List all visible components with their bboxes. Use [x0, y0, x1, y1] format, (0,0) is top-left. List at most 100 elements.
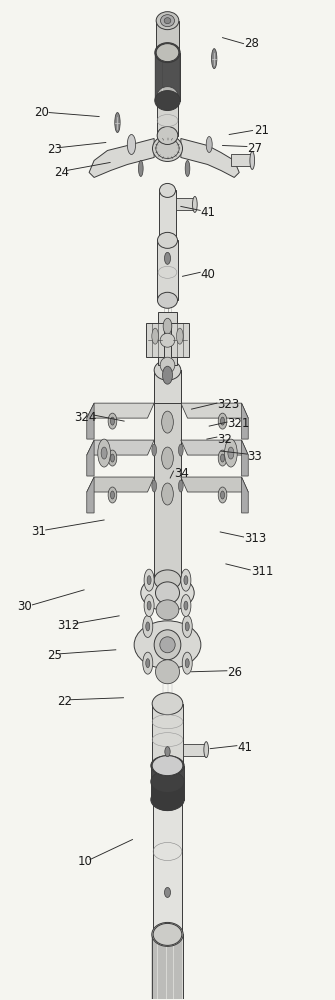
Bar — [154, 370, 181, 580]
Ellipse shape — [144, 595, 154, 617]
Text: 33: 33 — [248, 450, 262, 463]
Text: 34: 34 — [174, 467, 189, 480]
Text: 313: 313 — [244, 532, 266, 545]
Ellipse shape — [160, 15, 175, 27]
Ellipse shape — [156, 44, 179, 62]
Ellipse shape — [146, 622, 150, 631]
Ellipse shape — [108, 413, 117, 429]
Ellipse shape — [152, 444, 156, 456]
Text: 312: 312 — [57, 619, 80, 632]
Bar — [153, 800, 182, 934]
Ellipse shape — [162, 411, 173, 433]
Ellipse shape — [156, 139, 179, 158]
Ellipse shape — [164, 252, 171, 264]
Text: 25: 25 — [47, 649, 62, 662]
Bar — [152, 704, 183, 766]
Ellipse shape — [127, 135, 136, 154]
Ellipse shape — [157, 87, 178, 105]
Ellipse shape — [220, 454, 224, 462]
Ellipse shape — [163, 318, 172, 334]
Ellipse shape — [152, 693, 183, 715]
Ellipse shape — [108, 487, 117, 503]
Ellipse shape — [220, 417, 224, 425]
Ellipse shape — [152, 136, 183, 161]
Ellipse shape — [156, 12, 179, 30]
Bar — [158, 339, 177, 365]
Bar — [151, 782, 184, 800]
Ellipse shape — [204, 742, 208, 758]
Polygon shape — [87, 477, 94, 513]
Ellipse shape — [155, 582, 180, 604]
Ellipse shape — [185, 622, 189, 631]
Bar — [157, 96, 178, 136]
Bar — [152, 934, 183, 999]
Ellipse shape — [157, 292, 178, 308]
Ellipse shape — [184, 601, 188, 610]
Ellipse shape — [206, 137, 212, 152]
Polygon shape — [181, 403, 248, 418]
Bar — [155, 53, 180, 101]
Ellipse shape — [224, 439, 237, 467]
Ellipse shape — [164, 887, 171, 897]
Bar — [151, 766, 184, 782]
Text: 10: 10 — [77, 855, 92, 868]
Ellipse shape — [181, 569, 191, 591]
Text: 41: 41 — [238, 741, 253, 754]
Bar — [158, 312, 177, 340]
Ellipse shape — [154, 630, 181, 660]
Ellipse shape — [218, 487, 227, 503]
Ellipse shape — [154, 360, 181, 380]
Ellipse shape — [185, 160, 190, 176]
Ellipse shape — [111, 491, 115, 499]
Ellipse shape — [151, 756, 184, 776]
Ellipse shape — [181, 595, 191, 617]
Text: 324: 324 — [74, 411, 96, 424]
Ellipse shape — [111, 417, 115, 425]
Polygon shape — [87, 440, 94, 476]
Bar — [146, 323, 164, 357]
Text: 22: 22 — [57, 695, 72, 708]
Ellipse shape — [141, 575, 194, 611]
Ellipse shape — [154, 570, 181, 590]
Ellipse shape — [218, 450, 227, 466]
Polygon shape — [242, 403, 248, 439]
Ellipse shape — [115, 113, 120, 133]
Ellipse shape — [143, 652, 153, 674]
Ellipse shape — [147, 601, 151, 610]
Ellipse shape — [179, 480, 183, 492]
Ellipse shape — [179, 444, 183, 456]
Ellipse shape — [220, 491, 224, 499]
Ellipse shape — [151, 789, 184, 811]
Polygon shape — [87, 403, 94, 439]
Bar — [154, 370, 181, 403]
Ellipse shape — [182, 615, 192, 637]
Text: 321: 321 — [227, 417, 250, 430]
Bar — [176, 198, 195, 210]
Ellipse shape — [162, 447, 173, 469]
Ellipse shape — [159, 183, 176, 197]
Ellipse shape — [153, 789, 182, 811]
Ellipse shape — [218, 413, 227, 429]
Text: 21: 21 — [254, 124, 269, 137]
Polygon shape — [87, 477, 154, 492]
Ellipse shape — [155, 43, 180, 63]
Ellipse shape — [211, 49, 217, 69]
Bar — [159, 190, 176, 240]
Text: 40: 40 — [201, 268, 216, 281]
Polygon shape — [181, 440, 248, 455]
Ellipse shape — [165, 747, 170, 757]
Ellipse shape — [153, 923, 182, 945]
Ellipse shape — [159, 233, 176, 247]
Bar — [157, 240, 178, 300]
Ellipse shape — [152, 480, 156, 492]
Ellipse shape — [101, 447, 107, 459]
Ellipse shape — [152, 922, 183, 946]
Ellipse shape — [162, 366, 173, 384]
Ellipse shape — [147, 576, 151, 585]
Text: 23: 23 — [47, 143, 62, 156]
Bar — [183, 744, 206, 756]
Ellipse shape — [151, 771, 184, 793]
Ellipse shape — [228, 447, 234, 459]
Polygon shape — [242, 440, 248, 476]
Ellipse shape — [160, 637, 175, 653]
